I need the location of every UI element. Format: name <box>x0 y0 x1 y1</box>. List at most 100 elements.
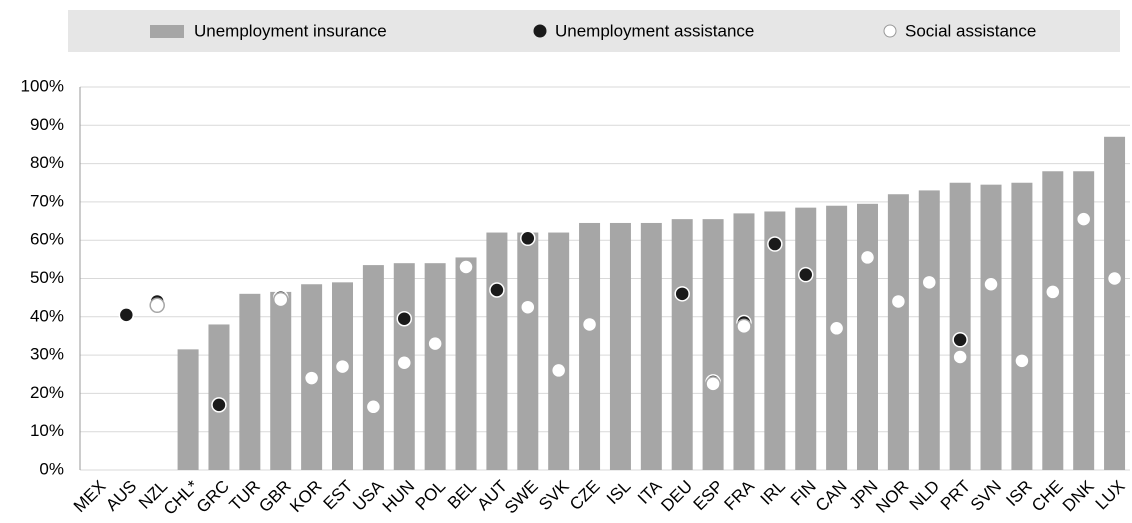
x-tick-label: KOR <box>286 477 325 516</box>
x-tick-label: DNK <box>1059 476 1098 515</box>
x-tick-label: ESP <box>690 477 727 514</box>
legend-label: Unemployment assistance <box>555 21 754 40</box>
x-tick-label: GBR <box>255 477 294 516</box>
legend-swatch <box>533 24 547 38</box>
marker <box>520 299 536 315</box>
x-tick-label: DEU <box>657 477 696 516</box>
x-tick-label: AUS <box>102 477 140 515</box>
x-tick-label: SVN <box>967 477 1005 515</box>
bar <box>424 263 446 470</box>
y-tick-label: 90% <box>30 115 64 134</box>
bar <box>671 219 693 470</box>
bar <box>764 211 786 470</box>
marker <box>1014 353 1030 369</box>
x-tick-label: HUN <box>379 477 418 516</box>
y-tick-label: 50% <box>30 268 64 287</box>
marker <box>118 307 135 323</box>
marker <box>952 332 968 348</box>
y-tick-label: 20% <box>30 383 64 402</box>
bar <box>486 232 508 470</box>
bar <box>887 194 909 471</box>
marker <box>983 276 999 292</box>
x-tick-label: CHL* <box>160 476 202 518</box>
marker <box>1045 284 1061 300</box>
x-tick-label: CAN <box>812 477 851 516</box>
x-tick-label: MEX <box>70 477 109 516</box>
bar <box>548 232 570 470</box>
legend-label: Social assistance <box>905 21 1036 40</box>
y-tick-label: 70% <box>30 191 64 210</box>
marker <box>427 335 443 352</box>
marker <box>520 230 536 247</box>
x-tick-label: CZE <box>566 477 603 514</box>
bar <box>640 222 662 470</box>
y-tick-label: 0% <box>39 459 64 478</box>
marker <box>736 318 752 335</box>
bar <box>332 282 353 470</box>
bar <box>362 265 384 470</box>
bar <box>733 213 755 470</box>
bar <box>1011 182 1033 470</box>
marker <box>859 249 876 266</box>
y-tick-label: 30% <box>30 345 64 364</box>
bar <box>1042 171 1064 470</box>
marker <box>303 370 320 386</box>
x-tick-label: SWE <box>501 477 542 518</box>
marker <box>365 399 382 415</box>
marker <box>828 320 845 337</box>
marker <box>458 259 474 275</box>
x-tick-label: TUR <box>226 477 264 515</box>
bar <box>826 205 848 471</box>
legend-label: Unemployment insurance <box>194 21 387 40</box>
marker <box>705 376 721 392</box>
marker <box>334 358 351 375</box>
x-tick-label: FRA <box>720 476 758 514</box>
bar <box>177 349 199 470</box>
bar <box>517 232 539 470</box>
marker <box>396 310 413 327</box>
y-tick-label: 60% <box>30 230 64 249</box>
marker <box>581 316 598 333</box>
marker <box>550 362 567 379</box>
x-tick-label: SVK <box>535 476 573 514</box>
legend-swatch <box>883 24 897 38</box>
x-tick-label: LUX <box>1092 477 1129 514</box>
x-tick-label: ISL <box>603 477 634 508</box>
y-tick-label: 100% <box>21 76 64 95</box>
bar <box>857 203 878 470</box>
bar <box>1073 171 1095 470</box>
marker <box>674 286 690 302</box>
x-tick-label: NOR <box>872 477 912 517</box>
bar <box>270 291 292 470</box>
marker <box>1075 211 1092 227</box>
marker <box>272 291 289 308</box>
bar <box>579 222 601 470</box>
y-tick-label: 80% <box>30 153 64 172</box>
marker <box>211 397 227 413</box>
marker <box>149 297 165 314</box>
y-tick-label: 10% <box>30 421 64 440</box>
marker <box>396 355 413 371</box>
marker <box>767 236 783 252</box>
bar <box>980 184 1002 471</box>
bar <box>795 207 817 470</box>
bar <box>918 190 940 470</box>
x-tick-label: POL <box>412 477 449 514</box>
legend-background <box>68 10 1120 52</box>
bar <box>609 222 631 470</box>
x-tick-label: IRL <box>757 477 789 509</box>
bar <box>455 257 477 470</box>
x-tick-label: PRT <box>937 477 974 514</box>
marker <box>890 293 907 310</box>
bar <box>1104 136 1126 471</box>
bar <box>949 182 971 470</box>
marker <box>1106 270 1123 287</box>
x-tick-label: CHE <box>1028 477 1067 516</box>
x-tick-label: USA <box>349 476 388 515</box>
bar <box>702 219 724 470</box>
legend-swatch <box>150 25 184 38</box>
marker <box>797 266 814 283</box>
x-tick-label: GRC <box>193 477 233 517</box>
x-tick-label: EST <box>320 477 357 514</box>
